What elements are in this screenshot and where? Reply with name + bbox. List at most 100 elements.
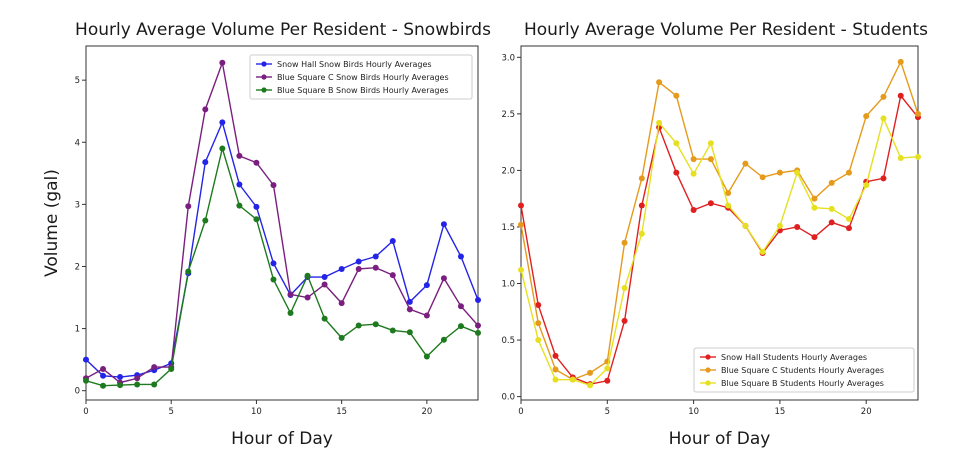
- series-2-point: [236, 152, 243, 159]
- series-3-point: [845, 216, 852, 223]
- series-3-point: [372, 321, 379, 328]
- chart-panel-1: Hourly Average Volume Per Resident - Sno…: [42, 20, 491, 449]
- series-3-point: [475, 329, 481, 336]
- series-3-point: [880, 115, 887, 122]
- legend-box: [249, 54, 473, 100]
- legend-swatch-marker: [261, 74, 267, 80]
- series-2-point: [253, 159, 260, 166]
- y-axis-label: Volume (gal): [42, 169, 62, 277]
- y-tick-label: 3.0: [501, 53, 515, 63]
- plot-frame: [520, 45, 919, 401]
- series-3-point: [321, 315, 328, 322]
- legend-label: Blue Square B Snow Birds Hourly Averages: [277, 86, 449, 95]
- series-1-point: [100, 372, 107, 379]
- series-2-point: [185, 203, 192, 210]
- series-3-point: [423, 353, 430, 360]
- y-tick-label: 1.5: [501, 223, 515, 233]
- series-2-point: [621, 239, 628, 246]
- legend-swatch-marker: [705, 380, 711, 386]
- series-2-point: [915, 110, 921, 117]
- series-3-point: [897, 154, 904, 161]
- legend-label: Blue Square C Snow Birds Hourly Averages: [277, 73, 449, 82]
- series-2-point: [100, 365, 107, 372]
- series-3-point: [185, 268, 192, 275]
- series-2-point: [389, 272, 396, 279]
- series-2-point: [845, 169, 852, 176]
- series-2-point: [811, 195, 818, 202]
- series-1-point: [621, 317, 628, 324]
- series-2-point: [690, 156, 697, 163]
- series-1-point: [219, 119, 226, 126]
- y-tick-label: 1.0: [501, 280, 515, 290]
- legend-label: Blue Square B Students Hourly Averages: [721, 379, 884, 388]
- series-3-point: [569, 376, 576, 383]
- series-3-point: [304, 272, 311, 279]
- y-tick-label: 2.5: [501, 110, 515, 120]
- series-3-point: [656, 119, 663, 126]
- series-2-point: [134, 375, 141, 382]
- series-1-point: [552, 352, 559, 359]
- chart-panel-2: Hourly Average Volume Per Resident - Stu…: [501, 20, 928, 449]
- series-line-3: [520, 116, 919, 387]
- legend-label: Snow Hall Snow Birds Hourly Averages: [277, 60, 432, 69]
- chart-title: Hourly Average Volume Per Resident - Sno…: [75, 20, 491, 40]
- series-line-1: [520, 94, 919, 385]
- y-tick-label: 0.0: [501, 393, 515, 403]
- series-3-point: [151, 381, 158, 388]
- series-3-point: [518, 266, 524, 273]
- series-3-point: [338, 334, 345, 341]
- series-3-point: [168, 365, 175, 372]
- y-tick-label: 1: [75, 325, 80, 335]
- legend-swatch-marker: [261, 87, 267, 93]
- series-2-point: [880, 93, 887, 100]
- legend-box: [693, 347, 915, 393]
- legend-label: Snow Hall Students Hourly Averages: [721, 353, 867, 362]
- series-3-point: [83, 377, 89, 384]
- series-2-point: [372, 264, 379, 271]
- x-tick-label: 20: [421, 407, 432, 417]
- x-tick-label: 0: [83, 407, 88, 417]
- series-3-point: [759, 248, 766, 255]
- x-axis-label: Hour of Day: [231, 429, 333, 449]
- series-1-point: [253, 203, 260, 210]
- series-1-point: [338, 265, 345, 272]
- series-2-point: [742, 160, 749, 167]
- legend-swatch-marker: [261, 61, 267, 67]
- x-axis-label: Hour of Day: [669, 429, 771, 449]
- series-2-point: [587, 369, 594, 376]
- series-1-point: [518, 202, 524, 209]
- series-2-point: [707, 156, 714, 163]
- series-1-point: [440, 221, 447, 228]
- series-1-point: [690, 206, 697, 213]
- series-1-point: [406, 298, 413, 305]
- series-3-point: [776, 222, 783, 229]
- series-1-point: [83, 356, 89, 363]
- series-1-point: [794, 223, 801, 230]
- series-1-point: [202, 159, 209, 166]
- y-tick-label: 0.5: [501, 336, 515, 346]
- series-line-2: [85, 60, 479, 384]
- series-2-point: [638, 175, 645, 182]
- series-1-point: [535, 301, 542, 308]
- series-1-point: [604, 377, 611, 384]
- legend-label: Blue Square C Students Hourly Averages: [721, 366, 884, 375]
- series-3-point: [638, 230, 645, 237]
- y-tick-label: 2.0: [501, 166, 515, 176]
- series-3-point: [621, 285, 628, 292]
- series-1-point: [372, 253, 379, 260]
- y-tick-label: 5: [75, 76, 80, 86]
- series-2-point: [457, 303, 464, 310]
- series-3-point: [440, 336, 447, 343]
- x-tick-label: 5: [169, 407, 174, 417]
- series-3-point: [406, 329, 413, 336]
- series-2-point: [776, 169, 783, 176]
- series-1-point: [389, 238, 396, 245]
- series-1-point: [423, 282, 430, 289]
- x-tick-label: 15: [774, 407, 785, 417]
- series-3-point: [552, 376, 559, 383]
- series-2-point: [270, 182, 277, 189]
- y-tick-label: 4: [75, 138, 80, 148]
- series-2-point: [406, 306, 413, 313]
- series-3-point: [863, 182, 870, 189]
